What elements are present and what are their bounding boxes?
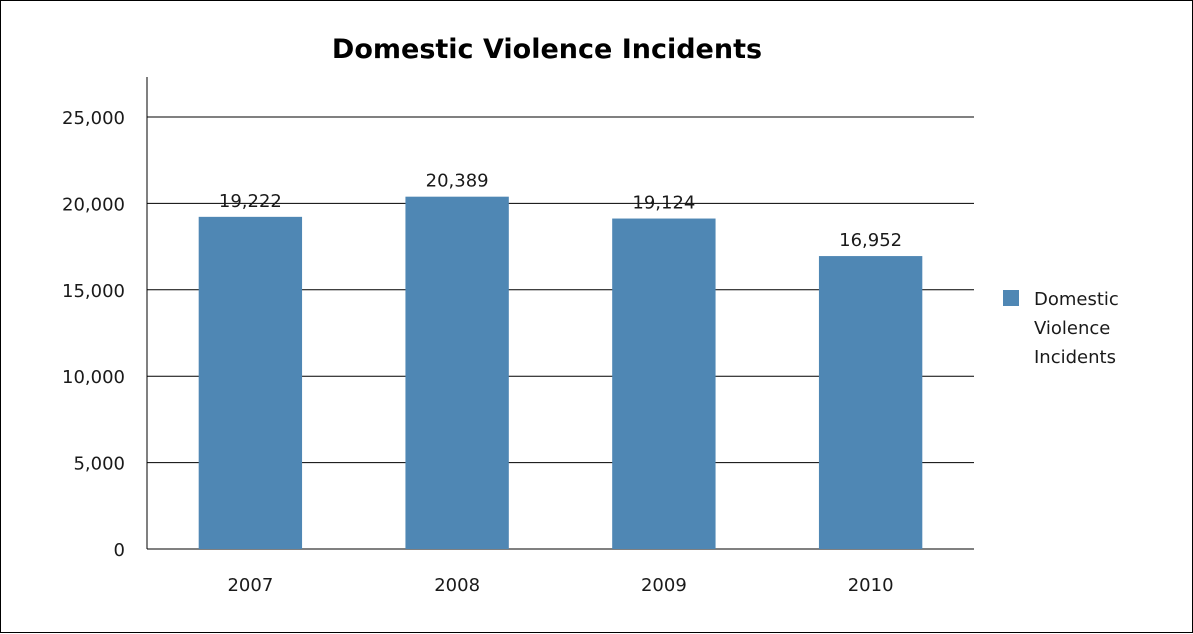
data-label: 20,389 [426, 171, 489, 192]
y-axis-tick-labels: 0 5,000 10,000 15,000 20,000 25,000 [62, 108, 125, 561]
legend-swatch [1003, 290, 1019, 306]
y-tick-label: 10,000 [62, 367, 125, 388]
legend-label-line-1: Domestic [1034, 289, 1119, 310]
y-tick-label: 5,000 [73, 454, 125, 475]
legend-label-line-3: Incidents [1034, 347, 1116, 368]
bar [405, 196, 509, 549]
data-label: 16,952 [839, 230, 902, 251]
y-tick-label: 15,000 [62, 281, 125, 302]
bar [818, 256, 923, 549]
y-tick-label: 25,000 [62, 108, 125, 129]
bars [198, 196, 923, 549]
data-label: 19,222 [219, 191, 282, 212]
x-tick-label: 2010 [848, 575, 894, 596]
legend-label-line-2: Violence [1034, 318, 1110, 339]
data-label: 19,124 [632, 193, 695, 214]
x-axis-tick-labels: 2007 2008 2009 2010 [227, 575, 893, 596]
legend: Domestic Violence Incidents [1003, 289, 1119, 368]
bar [198, 216, 303, 549]
x-tick-label: 2009 [641, 575, 687, 596]
data-labels: 19,222 20,389 19,124 16,952 [219, 171, 902, 251]
chart-title: Domestic Violence Incidents [332, 34, 762, 65]
y-tick-label: 20,000 [62, 194, 125, 215]
y-tick-label: 0 [114, 540, 125, 561]
x-tick-label: 2007 [227, 575, 273, 596]
bar [612, 218, 716, 549]
x-tick-label: 2008 [434, 575, 480, 596]
